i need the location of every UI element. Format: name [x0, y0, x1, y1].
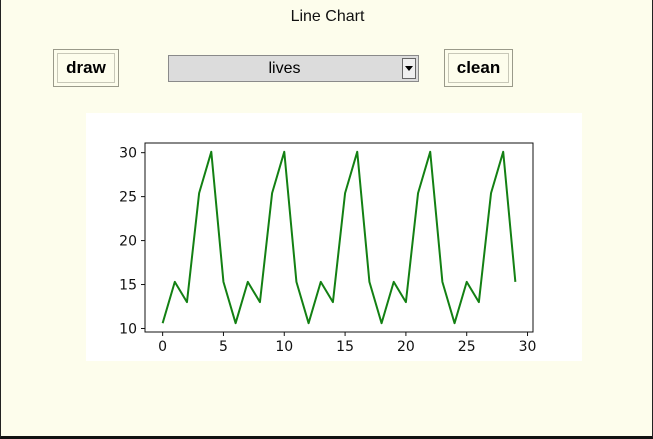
- series-line: [161, 150, 517, 325]
- line-chart: 0 5 10 15 20 25 30 10 15 20 25 30: [119, 142, 537, 355]
- y-tick-label: 25: [119, 190, 137, 206]
- series-select[interactable]: lives: [168, 55, 419, 82]
- window-title: Line Chart: [290, 8, 365, 25]
- clean-button[interactable]: clean: [444, 49, 513, 87]
- draw-button-label: draw: [57, 53, 115, 83]
- chevron-down-icon[interactable]: [402, 58, 416, 79]
- x-tick-label: 0: [158, 339, 167, 355]
- x-tick-label: 30: [519, 339, 537, 355]
- draw-button[interactable]: draw: [53, 49, 119, 87]
- y-tick-label: 15: [119, 278, 137, 294]
- x-tick-label: 10: [275, 339, 293, 355]
- y-tick-label: 30: [119, 146, 137, 162]
- y-tick-label: 20: [119, 234, 137, 250]
- y-tick-label: 10: [119, 321, 137, 337]
- series-select-value: lives: [268, 59, 301, 77]
- clean-button-label: clean: [448, 53, 509, 83]
- plot-frame: [144, 142, 534, 333]
- x-tick-label: 20: [397, 339, 415, 355]
- x-tick-label: 25: [458, 339, 476, 355]
- x-tick-label: 5: [219, 339, 228, 355]
- chart-canvas: 0 5 10 15 20 25 30 10 15 20 25 30: [86, 113, 582, 361]
- x-tick-label: 15: [336, 339, 354, 355]
